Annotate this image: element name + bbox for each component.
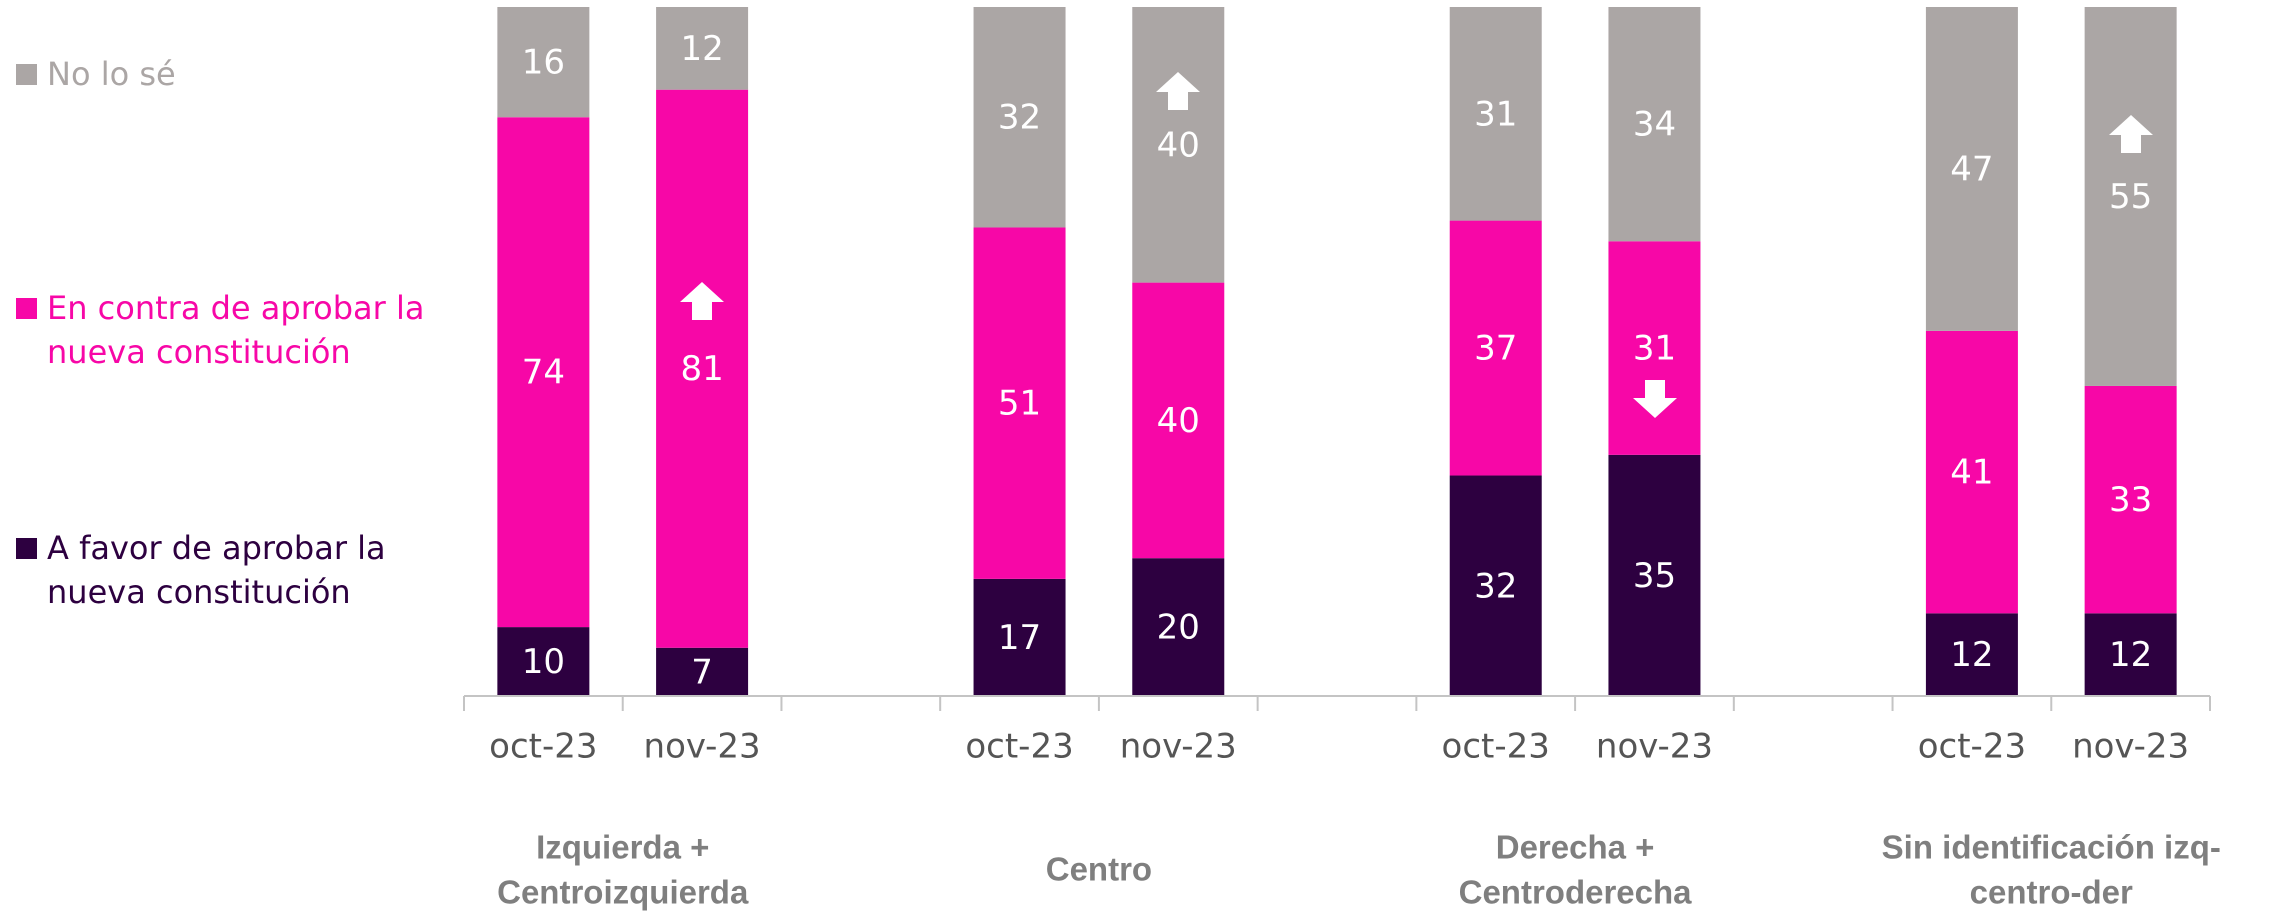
- bar-segment: [2084, 613, 2177, 696]
- bar-segment: [1449, 220, 1542, 476]
- value-label: 16: [522, 43, 565, 83]
- arrow-down: [1633, 380, 1677, 418]
- bar-segment: [1132, 282, 1225, 559]
- group-label: centro-der: [1970, 874, 2133, 911]
- bar-segment: [1608, 241, 1701, 455]
- bar-segment: [1925, 613, 2018, 696]
- arrow-up: [2109, 115, 2153, 153]
- bar-segment: [1608, 7, 1701, 242]
- legend-label: En contra de aprobar la nueva constituci…: [47, 289, 425, 371]
- value-label: 40: [1157, 401, 1200, 441]
- value-label: 74: [522, 353, 565, 393]
- bar-segment: [1132, 7, 1225, 283]
- bar-segment: [2084, 7, 2177, 386]
- legend-swatch: [16, 538, 37, 559]
- x-tick-label: nov-23: [1120, 727, 1237, 767]
- value-label: 10: [522, 642, 565, 682]
- value-label: 32: [1474, 566, 1517, 606]
- value-label: 37: [1474, 329, 1517, 369]
- value-label: 17: [998, 618, 1041, 658]
- x-tick-label: oct-23: [1918, 727, 2026, 767]
- legend-item: No lo sé: [16, 52, 427, 96]
- bar-segment: [656, 89, 749, 648]
- bar-segment: [1132, 558, 1225, 696]
- legend-swatch: [16, 64, 37, 85]
- bar-segment: [656, 7, 749, 90]
- value-label: 55: [2109, 177, 2152, 217]
- bar-segment: [1449, 475, 1542, 696]
- value-label: 41: [1950, 453, 1993, 493]
- value-label: 12: [1950, 635, 1993, 675]
- bar-segment: [497, 7, 590, 118]
- value-label: 40: [1157, 125, 1200, 165]
- x-tick-label: oct-23: [965, 727, 1073, 767]
- x-tick-label: oct-23: [1442, 727, 1550, 767]
- bar-segment: [656, 647, 749, 696]
- value-label: 32: [998, 98, 1041, 138]
- bar-segment: [973, 227, 1066, 579]
- legend-item: A favor de aprobar la nueva constitución: [16, 526, 427, 614]
- bar-segment: [973, 578, 1066, 696]
- value-label: 47: [1950, 149, 1993, 189]
- group-label: Izquierda +: [536, 829, 709, 866]
- group-label: Centroderecha: [1459, 874, 1693, 911]
- x-tick-label: nov-23: [1596, 727, 1713, 767]
- x-tick-label: nov-23: [644, 727, 761, 767]
- value-label: 20: [1157, 608, 1200, 648]
- bar-segment: [973, 7, 1066, 228]
- value-label: 51: [998, 384, 1041, 424]
- arrow-up: [1156, 72, 1200, 110]
- value-label: 31: [1633, 329, 1676, 369]
- group-label: Derecha +: [1496, 829, 1655, 866]
- arrow-up: [680, 282, 724, 320]
- bar-segment: [1608, 454, 1701, 696]
- value-label: 12: [2109, 635, 2152, 675]
- bar-segment: [1449, 7, 1542, 221]
- value-label: 35: [1633, 556, 1676, 596]
- value-label: 7: [691, 652, 713, 692]
- value-label: 33: [2109, 480, 2152, 520]
- value-label: 31: [1474, 94, 1517, 134]
- legend-label: A favor de aprobar la nueva constitución: [47, 529, 386, 611]
- bar-segment: [1925, 330, 2018, 614]
- group-label: Centroizquierda: [497, 874, 749, 911]
- legend-label: No lo sé: [47, 55, 176, 93]
- bar-segment: [497, 117, 590, 628]
- bar-segment: [2084, 385, 2177, 614]
- x-tick-label: oct-23: [489, 727, 597, 767]
- legend-swatch: [16, 298, 37, 319]
- change-arrows: [680, 72, 2153, 418]
- legend-item: En contra de aprobar la nueva constituci…: [16, 286, 427, 374]
- value-label: 81: [680, 349, 723, 389]
- group-label: Sin identificación izq-: [1882, 829, 2221, 866]
- value-label: 34: [1633, 105, 1676, 145]
- value-label: 12: [680, 29, 723, 69]
- bar-segment: [1925, 7, 2018, 331]
- x-tick-label: nov-23: [2072, 727, 2189, 767]
- bar-segment: [497, 627, 590, 696]
- group-label: Centro: [1046, 851, 1152, 888]
